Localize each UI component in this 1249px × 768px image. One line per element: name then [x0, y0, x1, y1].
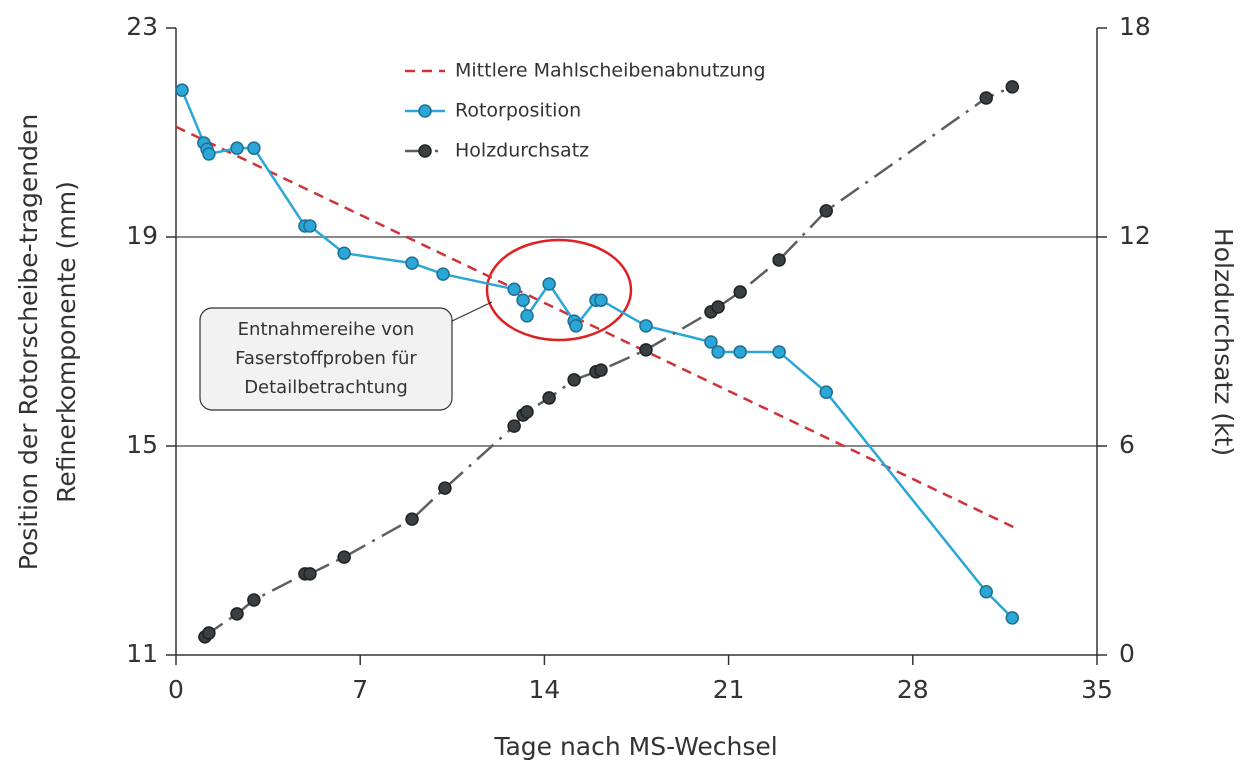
y-tick-label: 11	[126, 639, 158, 668]
data-point	[520, 405, 534, 419]
callout-box	[199, 307, 453, 411]
data-point	[230, 607, 244, 621]
legend-marker	[418, 144, 432, 158]
x-tick-label: 28	[897, 675, 929, 704]
data-point	[405, 512, 419, 526]
annotation-text: Detailbetrachtung	[244, 377, 408, 398]
data-point	[405, 256, 419, 270]
y2-axis-title: Holzdurchsatz (kt)	[1209, 228, 1238, 456]
data-point	[507, 282, 521, 296]
y-axis-title: Refinerkomponente (mm)	[52, 181, 81, 503]
data-point	[516, 293, 530, 307]
x-tick-label: 35	[1081, 675, 1113, 704]
legend-label: Mittlere Mahlscheibenabnutzung	[455, 60, 766, 82]
data-point	[542, 391, 556, 405]
data-point	[733, 285, 747, 299]
y-tick-label: 23	[126, 12, 158, 41]
y-tick-label: 15	[126, 430, 158, 459]
y-axis-title: Position der Rotorscheibe-tragenden	[14, 114, 43, 570]
data-point	[639, 343, 653, 357]
data-point	[303, 567, 317, 581]
y-tick-label: 19	[126, 221, 158, 250]
data-point	[507, 419, 521, 433]
data-point	[772, 345, 786, 359]
y2-tick-label: 18	[1119, 12, 1151, 41]
data-point	[567, 373, 581, 387]
data-point	[230, 141, 244, 155]
data-point	[247, 141, 261, 155]
data-point	[594, 363, 608, 377]
data-point	[202, 626, 216, 640]
data-point	[711, 300, 725, 314]
highlight-ellipse	[485, 238, 633, 342]
data-point	[436, 267, 450, 281]
y2-tick-label: 0	[1119, 639, 1135, 668]
data-point	[1005, 611, 1020, 625]
data-point	[733, 345, 747, 359]
data-point	[520, 309, 534, 323]
data-point	[438, 481, 452, 495]
data-point	[819, 204, 833, 218]
x-tick-label: 21	[713, 675, 745, 704]
data-point	[337, 246, 351, 260]
data-point	[202, 147, 216, 161]
series-line	[175, 125, 1016, 530]
data-point	[639, 319, 653, 333]
legend-label: Rotorposition	[455, 100, 581, 122]
y2-tick-label: 6	[1119, 430, 1135, 459]
data-point	[704, 335, 718, 349]
data-point	[247, 593, 261, 607]
data-point	[594, 293, 608, 307]
callout-pointer	[449, 301, 493, 323]
series-line	[204, 85, 1013, 638]
y2-tick-label: 12	[1119, 221, 1151, 250]
legend-label: Holzdurchsatz	[455, 140, 589, 162]
x-axis-title: Tage nach MS-Wechsel	[493, 732, 777, 761]
data-point	[979, 585, 993, 599]
data-point	[569, 319, 583, 333]
data-point	[542, 277, 556, 291]
data-point	[175, 83, 189, 97]
x-tick-label: 0	[168, 675, 184, 704]
annotation-text: Faserstoffproben für	[235, 348, 417, 369]
x-tick-label: 7	[352, 675, 368, 704]
legend-marker	[418, 104, 432, 118]
data-point	[303, 219, 317, 233]
x-tick-label: 14	[528, 675, 560, 704]
data-point	[1005, 80, 1020, 94]
annotation-text: Entnahmereihe von	[238, 319, 415, 340]
data-point	[979, 91, 993, 105]
data-point	[337, 550, 351, 564]
data-point	[772, 253, 786, 267]
data-point	[711, 345, 725, 359]
data-point	[819, 385, 833, 399]
